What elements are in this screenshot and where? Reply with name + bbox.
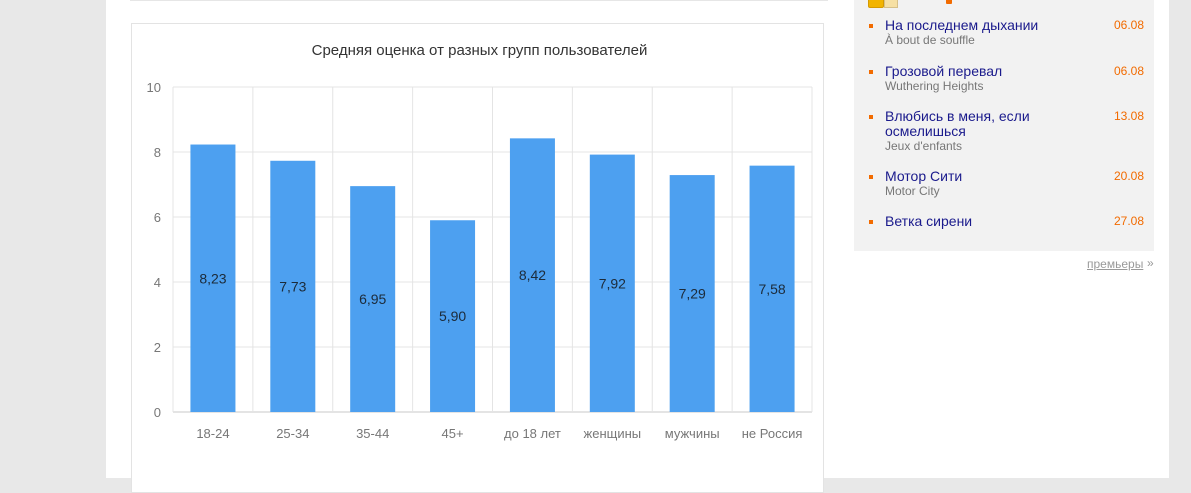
x-tick-label: мужчины xyxy=(665,426,720,441)
y-tick-label: 8 xyxy=(154,145,161,160)
premiere-original-title: Motor City xyxy=(885,184,940,198)
divider xyxy=(130,0,828,1)
premieres-header xyxy=(854,0,1154,10)
bar[interactable] xyxy=(350,186,396,412)
premiere-date: 13.08 xyxy=(1113,109,1144,123)
bullet-icon xyxy=(869,24,873,28)
x-tick-label: 18-24 xyxy=(196,426,229,441)
y-tick-label: 6 xyxy=(154,210,161,225)
bar-chart: Средняя оценка от разных групп пользоват… xyxy=(147,42,813,441)
premieres-panel: На последнем дыхании À bout de souffle 06.… xyxy=(854,0,1154,251)
bar[interactable] xyxy=(509,138,555,412)
premiere-title-link[interactable]: Влюбись в меня, если осмелишься xyxy=(885,108,1030,139)
calendar-icon xyxy=(868,0,884,8)
premiere-title-block: На последнем дыхании À bout de souffle xyxy=(885,17,1075,48)
x-tick-label: 25-34 xyxy=(276,426,309,441)
bullet-icon xyxy=(869,115,873,119)
chart-card: Средняя оценка от разных групп пользоват… xyxy=(131,23,824,493)
data-label: 8,42 xyxy=(519,267,546,283)
data-label: 7,92 xyxy=(599,275,626,291)
x-tick-label: 35-44 xyxy=(356,426,389,441)
chart-title: Средняя оценка от разных групп пользоват… xyxy=(312,42,648,59)
data-label: 7,58 xyxy=(758,281,785,297)
x-tick-label: женщины xyxy=(584,426,642,441)
premiere-date: 06.08 xyxy=(1113,64,1144,78)
bar[interactable] xyxy=(190,144,236,412)
premiere-title-link[interactable]: Грозовой перевал xyxy=(885,63,1003,79)
premiere-date: 06.08 xyxy=(1113,18,1144,32)
bar[interactable] xyxy=(430,220,476,412)
premiere-title-block: Влюбись в меня, если осмелишься Jeux d'en… xyxy=(885,108,1075,154)
data-label: 5,90 xyxy=(439,308,466,324)
data-label: 6,95 xyxy=(359,291,386,307)
bar[interactable] xyxy=(749,165,795,412)
bullet-icon xyxy=(869,175,873,179)
chevron-right-icon: » xyxy=(1147,256,1154,270)
data-label: 8,23 xyxy=(199,270,226,286)
y-tick-label: 0 xyxy=(154,405,161,420)
premiere-title-link[interactable]: Ветка сирени xyxy=(885,213,973,229)
x-tick-label: 45+ xyxy=(442,426,464,441)
premiere-title-link[interactable]: На последнем дыхании xyxy=(885,17,1039,33)
premiere-title-block: Мотор Сити Motor City xyxy=(885,168,1075,199)
ticket-icon xyxy=(884,0,898,8)
y-tick-label: 4 xyxy=(154,275,161,290)
bullet-icon xyxy=(869,70,873,74)
data-label: 7,73 xyxy=(279,278,306,294)
x-tick-label: до 18 лет xyxy=(504,426,561,441)
premiere-date: 27.08 xyxy=(1113,214,1144,228)
premiere-title-block: Ветка сирени xyxy=(885,214,1075,229)
premiere-date: 20.08 xyxy=(1113,169,1144,183)
premiere-title-link[interactable]: Мотор Сити xyxy=(885,168,963,184)
premiere-original-title: À bout de souffle xyxy=(885,33,975,47)
y-tick-label: 10 xyxy=(147,80,161,95)
premieres-more-link[interactable]: премьеры xyxy=(1087,257,1144,271)
premiere-original-title: Wuthering Heights xyxy=(885,79,984,93)
premiere-title-block: Грозовой перевал Wuthering Heights xyxy=(885,63,1075,94)
header-accent-icon xyxy=(946,0,952,4)
bar[interactable] xyxy=(669,175,715,412)
bullet-icon xyxy=(869,220,873,224)
data-label: 7,29 xyxy=(679,286,706,302)
y-tick-label: 2 xyxy=(154,340,161,355)
bar[interactable] xyxy=(589,154,635,412)
premiere-original-title: Jeux d'enfants xyxy=(885,139,963,153)
bar[interactable] xyxy=(270,160,316,412)
x-tick-label: не Россия xyxy=(742,426,803,441)
